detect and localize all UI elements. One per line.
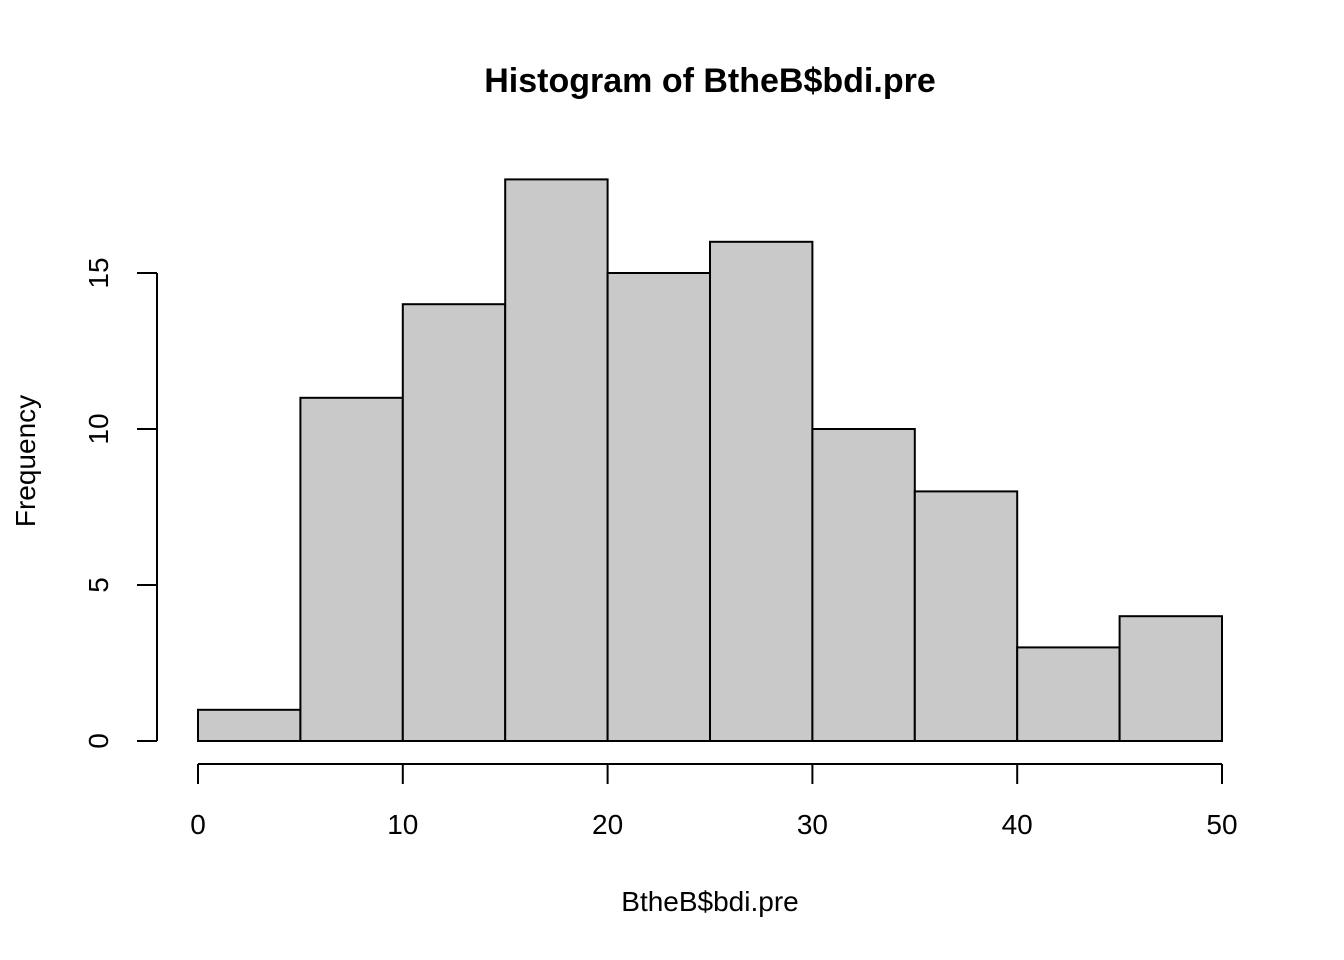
histogram-bars [197, 178, 1223, 743]
y-tick-label-0: 0 [83, 733, 114, 749]
histogram-bar-30-35 [811, 428, 916, 742]
histogram-bar-45-50 [1118, 615, 1223, 743]
y-axis-label: Frequency [10, 395, 41, 527]
histogram-bar-15-20 [504, 178, 609, 742]
histogram-bar-0-5 [197, 708, 302, 742]
y-tick-label-5: 5 [83, 577, 114, 593]
x-axis-label: BtheB$bdi.pre [621, 886, 798, 917]
histogram-bar-10-15 [401, 303, 507, 742]
x-tick-label-0: 0 [190, 809, 206, 840]
y-tick-label-15: 15 [83, 257, 114, 288]
histogram-bar-25-30 [709, 240, 814, 743]
x-tick-label-40: 40 [1002, 809, 1033, 840]
y-axis: 0 5 10 15 [83, 257, 158, 749]
y-tick-label-10: 10 [83, 413, 114, 444]
histogram-bar-20-25 [606, 272, 711, 742]
x-tick-label-20: 20 [592, 809, 623, 840]
histogram-bar-5-10 [299, 396, 404, 742]
x-tick-label-50: 50 [1206, 809, 1237, 840]
histogram-bar-35-40 [913, 490, 1019, 742]
x-axis: 0 10 20 30 40 50 [190, 763, 1238, 840]
x-tick-label-10: 10 [387, 809, 418, 840]
histogram-bar-40-45 [1016, 646, 1121, 743]
chart-title: Histogram of BtheB$bdi.pre [484, 62, 935, 100]
x-tick-label-30: 30 [797, 809, 828, 840]
